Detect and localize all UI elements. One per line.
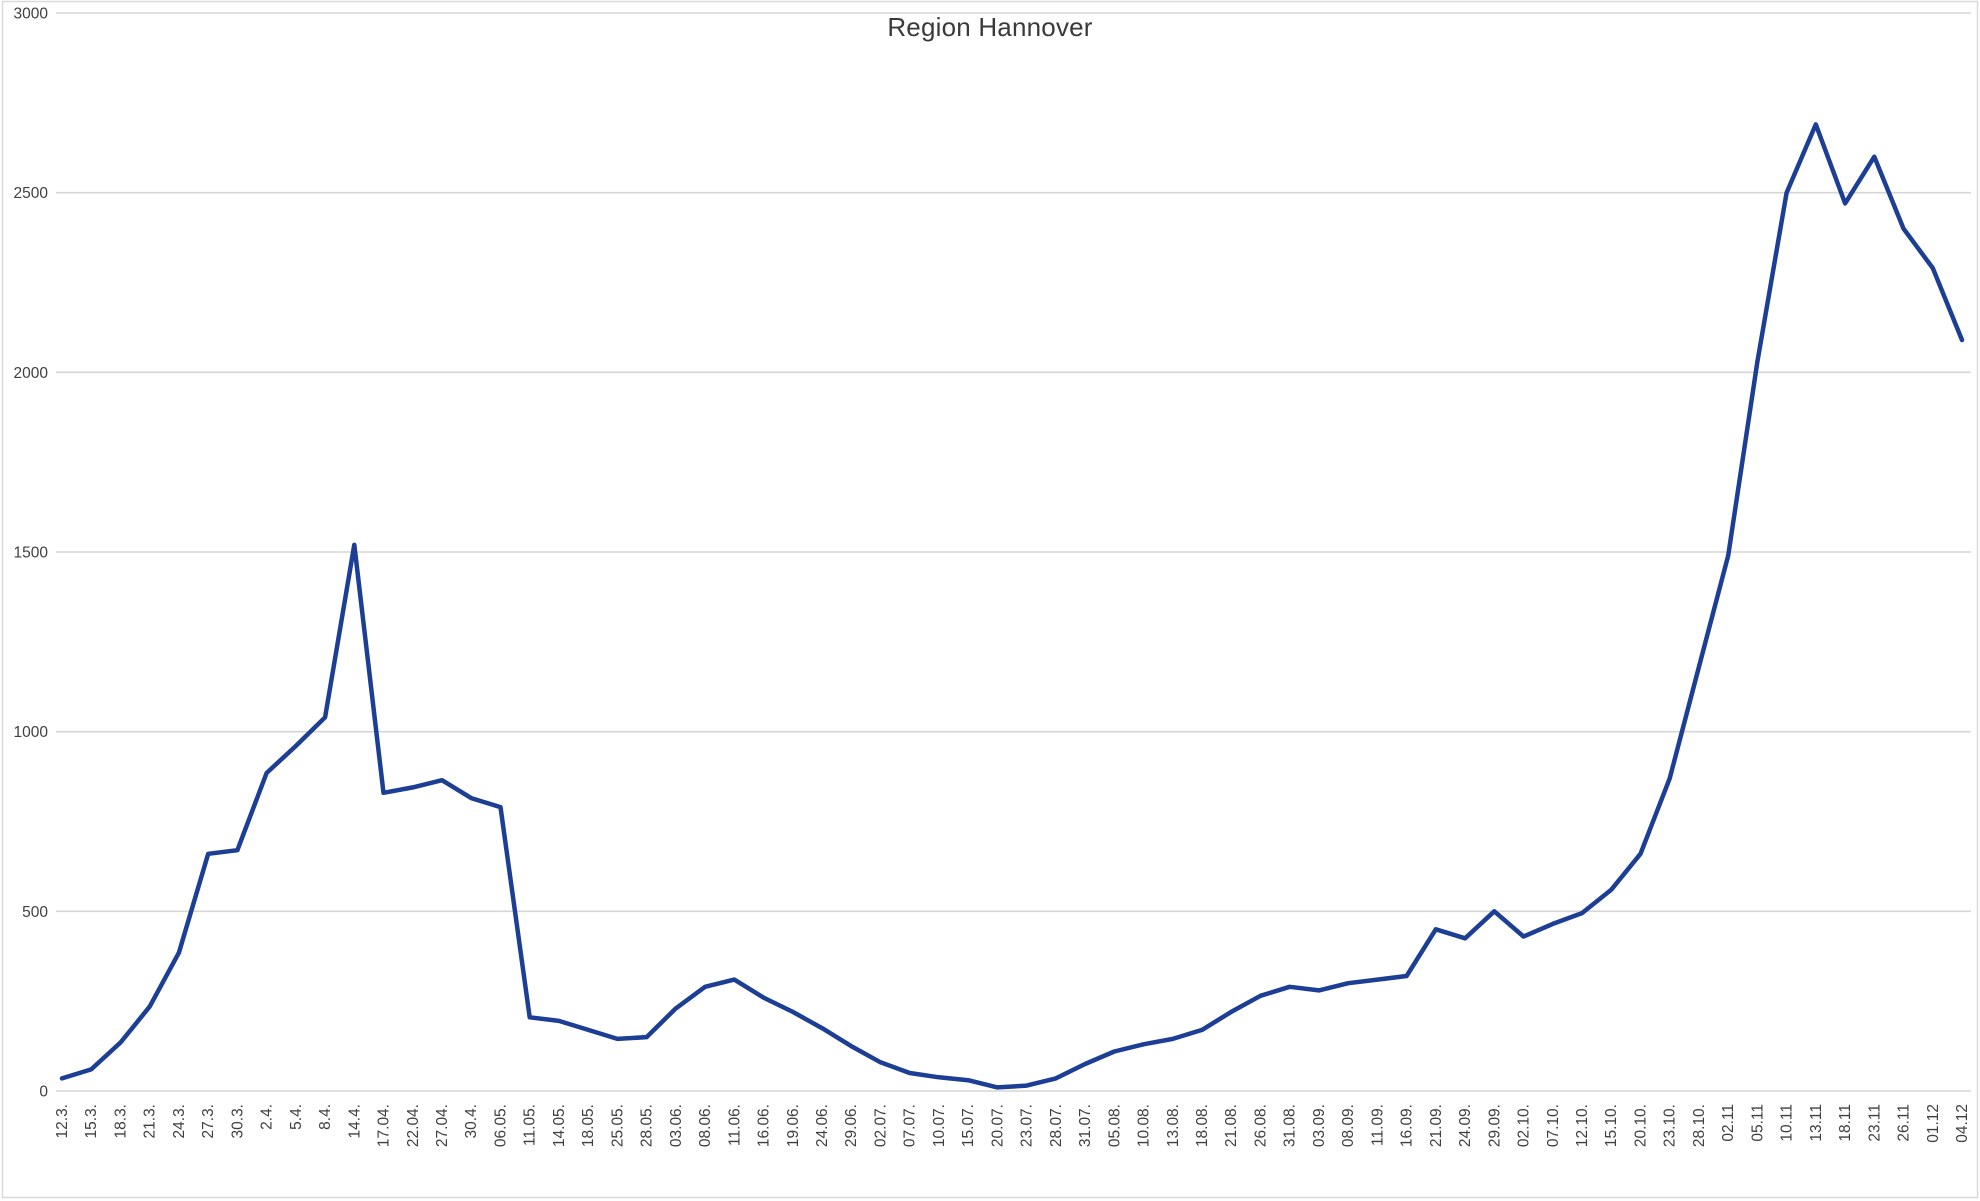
x-tick-label: 27.04. <box>434 1104 451 1147</box>
x-tick-label: 27.3. <box>200 1104 217 1138</box>
x-tick-label: 07.07. <box>902 1104 919 1147</box>
x-tick-label: 08.09. <box>1340 1104 1357 1147</box>
x-tick-label: 03.06. <box>668 1104 685 1147</box>
x-tick-label: 18.05. <box>580 1104 597 1147</box>
series-line-0 <box>59 122 1965 1090</box>
x-tick-label: 18.11 <box>1837 1104 1854 1142</box>
x-tick-label: 20.07. <box>989 1104 1006 1147</box>
y-tick-label: 3000 <box>14 6 49 23</box>
x-tick-label: 10.07. <box>931 1104 948 1147</box>
x-tick-label: 05.08. <box>1106 1104 1123 1147</box>
x-tick-label: 04.12 <box>1954 1104 1971 1143</box>
x-tick-label: 10.08. <box>1136 1104 1153 1147</box>
x-tick-label: 14.05. <box>551 1104 568 1147</box>
x-tick-label: 12.3. <box>54 1104 71 1138</box>
x-tick-label: 03.09. <box>1311 1104 1328 1147</box>
y-tick-label: 1000 <box>14 724 49 741</box>
x-tick-label: 31.07. <box>1077 1104 1094 1147</box>
x-tick-label: 30.4. <box>463 1104 480 1138</box>
x-tick-label: 11.09. <box>1369 1104 1386 1146</box>
x-tick-label: 28.07. <box>1048 1104 1065 1147</box>
x-tick-label: 16.09. <box>1399 1104 1416 1147</box>
y-tick-label: 2500 <box>14 185 49 202</box>
x-tick-label: 28.10. <box>1691 1104 1708 1147</box>
x-tick-label: 29.09. <box>1486 1104 1503 1147</box>
y-tick-label: 1500 <box>14 545 49 562</box>
x-tick-label: 25.05. <box>609 1104 626 1147</box>
x-tick-label: 15.07. <box>960 1104 977 1147</box>
x-tick-label: 17.04. <box>376 1104 393 1147</box>
x-tick-label: 15.3. <box>83 1104 100 1138</box>
x-tick-label: 13.11 <box>1808 1104 1825 1142</box>
x-tick-label: 26.08. <box>1252 1104 1269 1147</box>
x-tick-label: 29.06. <box>843 1104 860 1147</box>
x-tick-label: 22.04. <box>405 1104 422 1147</box>
x-tick-label: 01.12 <box>1925 1104 1942 1143</box>
x-tick-label: 24.06. <box>814 1104 831 1147</box>
y-tick-label: 500 <box>22 904 48 921</box>
y-tick-label: 0 <box>39 1084 48 1101</box>
x-tick-label: 2.4. <box>259 1104 276 1130</box>
x-tick-label: 20.10. <box>1632 1104 1649 1147</box>
x-tick-label: 18.3. <box>112 1104 129 1138</box>
x-tick-label: 23.11 <box>1866 1104 1883 1142</box>
x-tick-label: 13.08. <box>1165 1104 1182 1147</box>
x-tick-label: 18.08. <box>1194 1104 1211 1147</box>
x-tick-label: 23.10. <box>1662 1104 1679 1147</box>
x-tick-label: 08.06. <box>697 1104 714 1147</box>
x-tick-label: 21.08. <box>1223 1104 1240 1147</box>
x-tick-label: 21.09. <box>1428 1104 1445 1147</box>
x-tick-label: 02.10. <box>1516 1104 1533 1147</box>
x-tick-label: 23.07. <box>1019 1104 1036 1147</box>
y-tick-label: 2000 <box>14 365 49 382</box>
x-tick-label: 12.10. <box>1574 1104 1591 1147</box>
x-tick-label: 06.05. <box>492 1104 509 1147</box>
x-tick-label: 28.05. <box>639 1104 656 1147</box>
x-tick-label: 31.08. <box>1282 1104 1299 1147</box>
x-tick-label: 26.11 <box>1896 1104 1913 1142</box>
x-tick-label: 24.09. <box>1457 1104 1474 1147</box>
x-tick-label: 10.11 <box>1779 1104 1796 1142</box>
x-tick-label: 5.4. <box>288 1104 305 1130</box>
x-tick-label: 02.11 <box>1720 1104 1737 1142</box>
x-tick-label: 05.11 <box>1749 1104 1766 1142</box>
x-tick-label: 8.4. <box>317 1104 334 1130</box>
x-tick-label: 11.05. <box>522 1104 539 1146</box>
x-tick-label: 16.06. <box>756 1104 773 1147</box>
x-tick-label: 07.10. <box>1545 1104 1562 1147</box>
x-tick-label: 24.3. <box>171 1104 188 1138</box>
x-tick-label: 02.07. <box>872 1104 889 1147</box>
x-tick-label: 21.3. <box>142 1104 159 1138</box>
x-tick-label: 15.10. <box>1603 1104 1620 1147</box>
x-tick-label: 19.06. <box>785 1104 802 1147</box>
x-tick-label: 11.06. <box>726 1104 743 1146</box>
x-tick-label: 14.4. <box>346 1104 363 1138</box>
x-tick-label: 30.3. <box>229 1104 246 1138</box>
chart-title: Region Hannover <box>887 12 1093 42</box>
